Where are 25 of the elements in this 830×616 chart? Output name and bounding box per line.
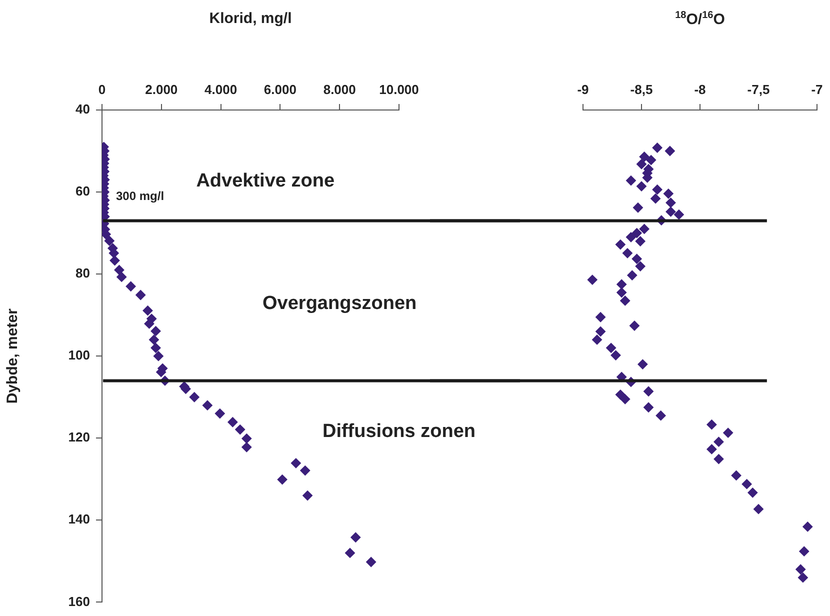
y-axis-title: Dybde, meter [4,308,22,404]
y-tick-label: 40 [76,102,90,117]
ref-line-label: 300 mg/l [116,189,164,204]
x-tick-label: -9 [577,82,589,97]
x-tick-label: 0 [98,82,106,97]
x-tick-label: 4.000 [204,82,238,97]
annotation: Overgangszonen [262,292,417,314]
x-tick-label: -8,5 [630,82,653,97]
y-tick-label: 60 [76,184,90,199]
x-tick-label: -8 [694,82,706,97]
x-tick-label: 2.000 [145,82,178,97]
x-axis-title: $^{18}$O/$^{16}$O [675,10,725,28]
y-tick-label: 140 [68,512,90,527]
x-tick-label: -7 [811,82,823,97]
annotation: Advektive zone [196,170,335,192]
x-tick-label: -7,5 [747,82,770,97]
y-tick-label: 120 [68,430,90,445]
x-tick-label: 6.000 [264,82,296,97]
annotation: Diffusions zonen [322,421,476,442]
y-tick-label: 100 [68,348,90,363]
y-tick-label: 80 [76,266,90,281]
x-axis-title: Klorid, mg/l [209,10,292,27]
x-tick-label: 10.000 [379,82,419,97]
y-tick-label: 160 [68,594,90,609]
x-tick-label: 8.000 [323,82,356,97]
